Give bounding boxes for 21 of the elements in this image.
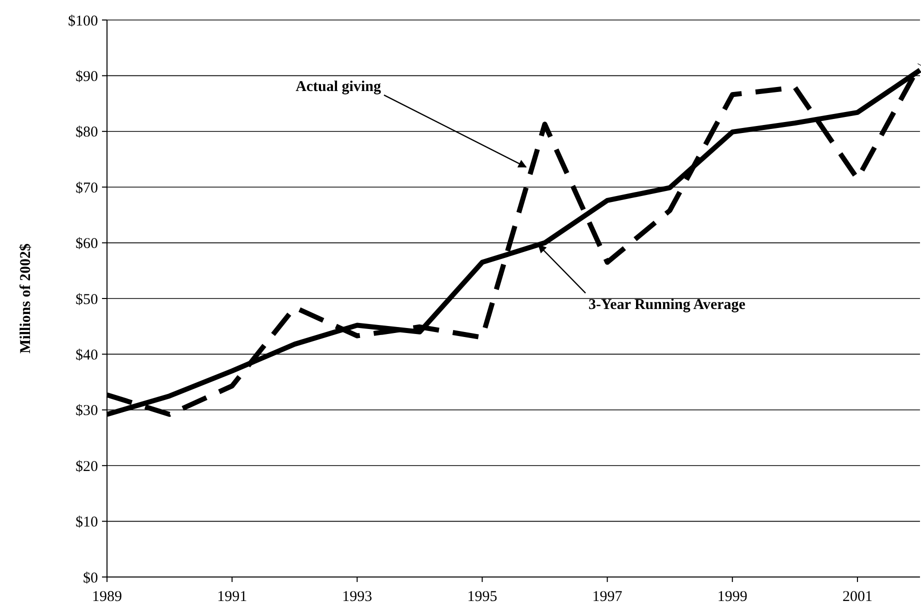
x-tick-label: 1991	[217, 589, 248, 605]
x-tick-label: 1995	[467, 589, 498, 605]
x-tick-label: 1997	[592, 589, 623, 605]
x-tick-label: 1989	[92, 589, 122, 605]
y-tick-label: $50	[76, 292, 98, 308]
y-tick-label: $100	[68, 13, 98, 30]
x-tick-label: 1993	[342, 589, 372, 605]
y-tick-label: $40	[76, 347, 98, 364]
y-tick-label: $90	[76, 68, 98, 85]
y-axis-title: Millions of 2002$	[18, 243, 34, 354]
y-tick-label: $80	[76, 124, 98, 141]
y-tick-label: $60	[76, 236, 98, 252]
y-tick-label: $10	[76, 514, 98, 531]
y-tick-label: $30	[76, 403, 98, 420]
y-tick-label: $70	[76, 180, 98, 196]
annotation: 3-Year Running Average	[588, 297, 746, 314]
y-tick-label: $20	[76, 458, 98, 475]
annotation: Actual giving	[296, 79, 382, 96]
y-tick-label: $0	[83, 570, 98, 586]
x-tick-label: 1999	[717, 589, 748, 605]
x-tick-label: 2001	[842, 589, 872, 605]
